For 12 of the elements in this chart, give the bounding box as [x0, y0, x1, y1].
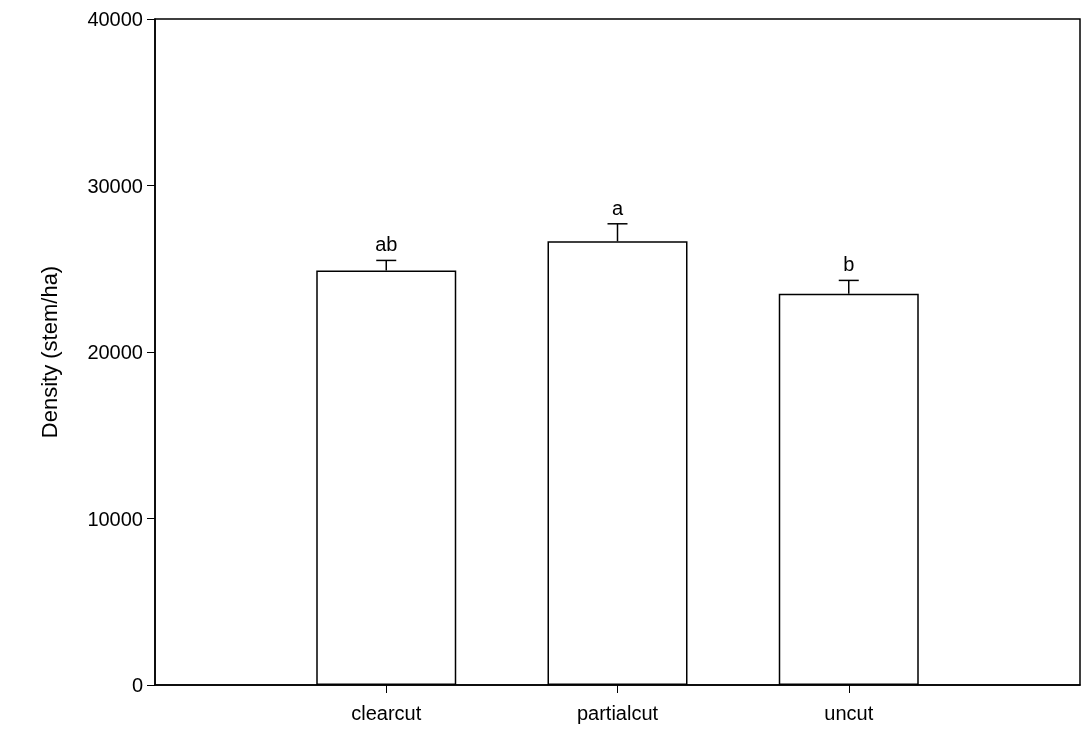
y-tick-label: 30000	[87, 174, 143, 197]
x-tick-label: partialcut	[576, 702, 659, 724]
y-axis-title: Density (stem/ha)	[36, 265, 62, 439]
y-tick-label: 40000	[87, 8, 143, 30]
y-tick-label: 0	[131, 674, 143, 696]
annotation: ab	[375, 233, 398, 256]
y-tick-label: 20000	[87, 341, 143, 363]
annotation: a	[611, 196, 624, 219]
x-tick-label: clearcut	[351, 702, 422, 724]
x-tick-label: uncut	[824, 702, 874, 724]
y-tick-label: 10000	[87, 507, 143, 530]
annotation: b	[843, 253, 855, 276]
